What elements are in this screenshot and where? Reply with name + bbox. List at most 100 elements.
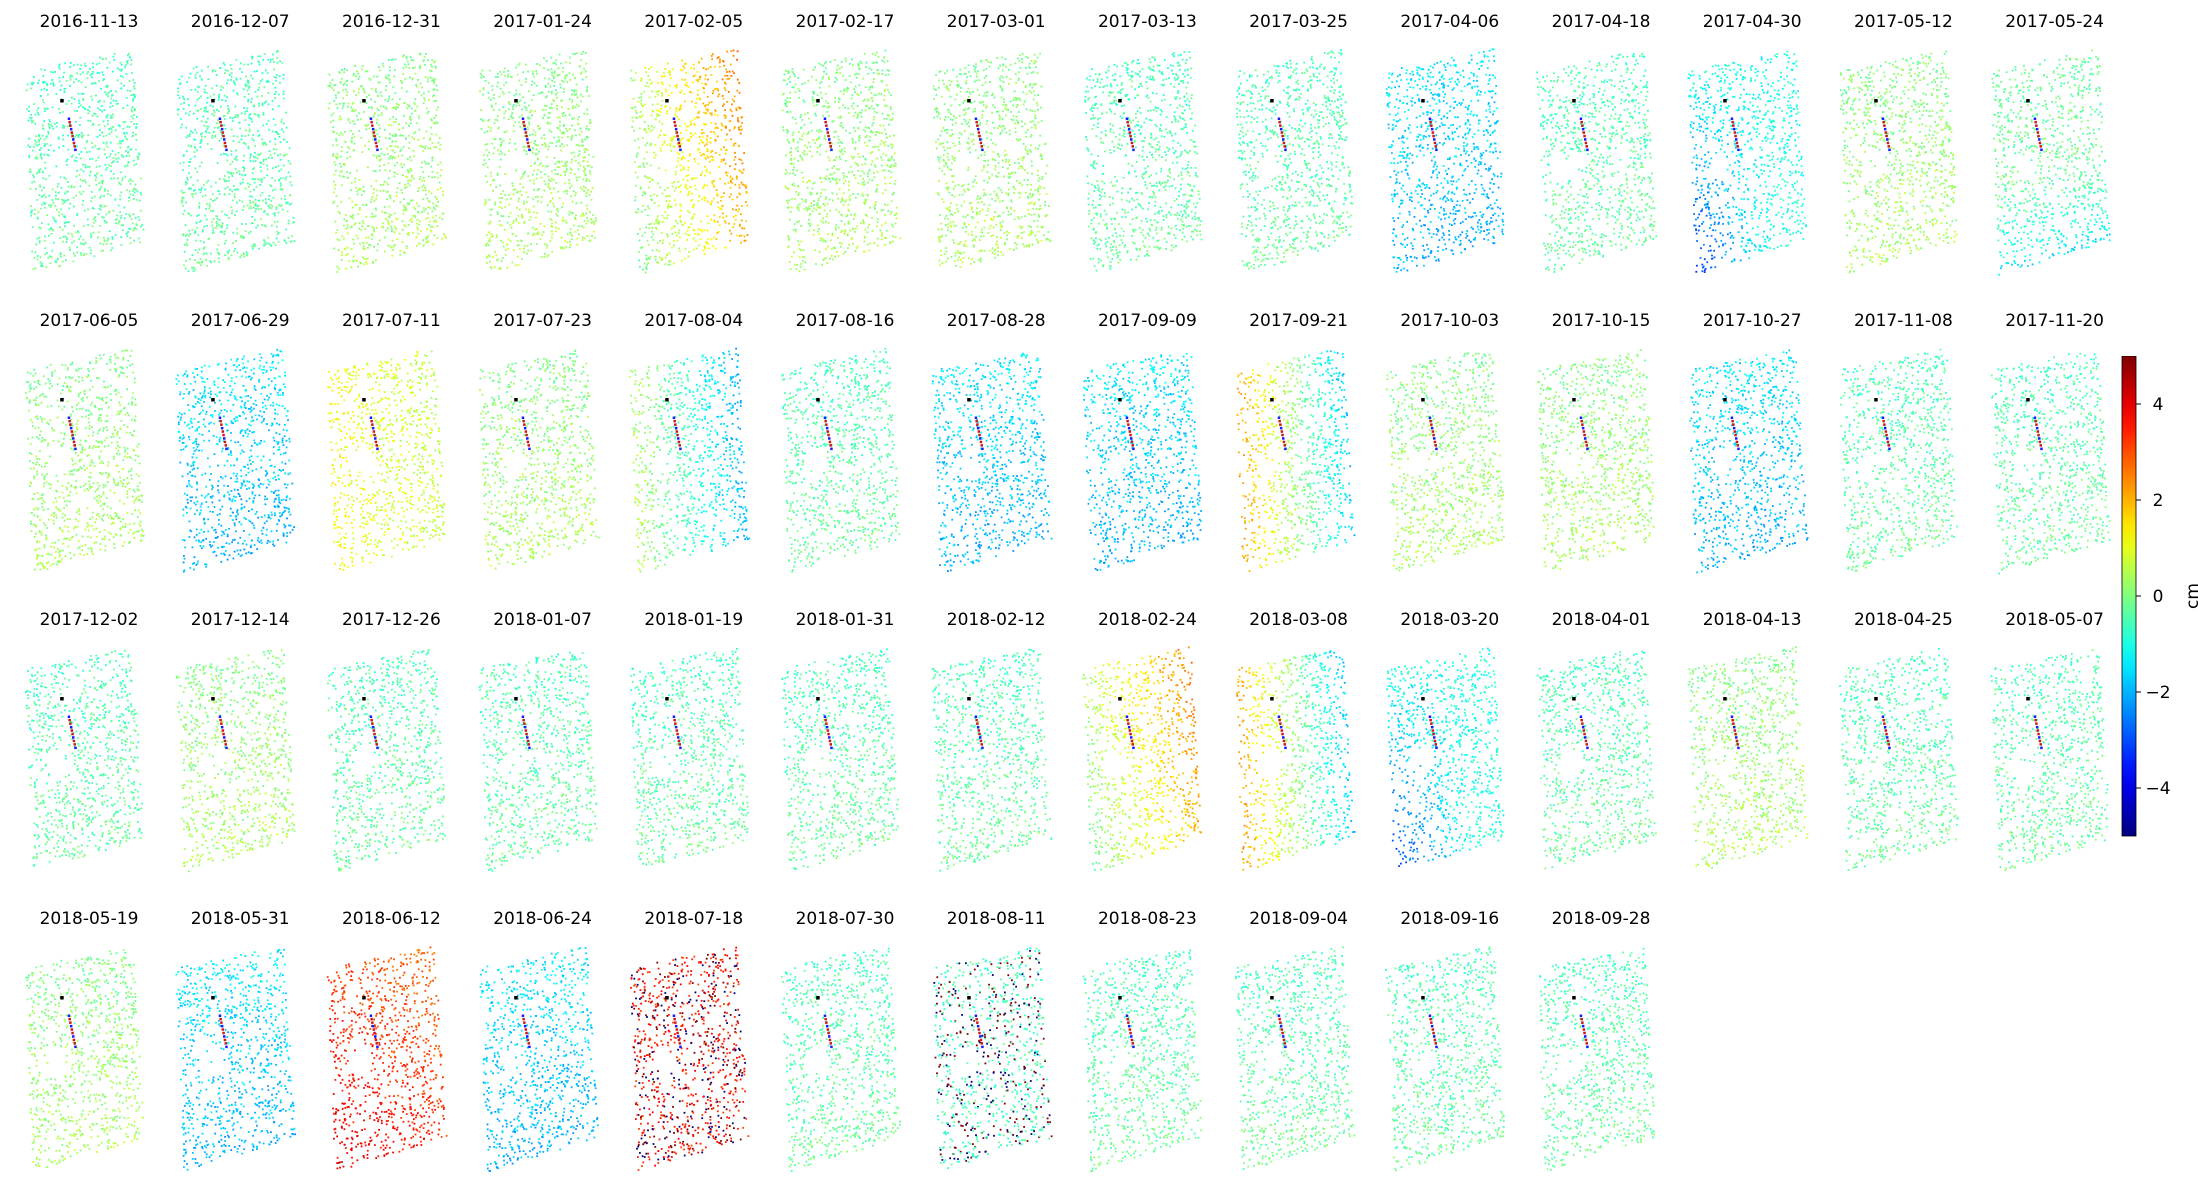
map-point — [678, 232, 680, 234]
map-point — [59, 112, 61, 114]
map-point — [68, 233, 70, 235]
map-point — [397, 173, 399, 175]
map-point — [371, 88, 373, 90]
map-point — [283, 91, 285, 93]
map-point — [353, 75, 355, 77]
map-point — [365, 228, 367, 230]
map-point — [635, 156, 637, 158]
map-point — [736, 196, 738, 198]
map-point — [498, 197, 500, 199]
map-point — [411, 176, 413, 178]
map-point — [702, 132, 704, 134]
map-point — [104, 190, 106, 192]
map-point — [122, 128, 124, 130]
map-point — [119, 195, 121, 197]
map-point — [396, 106, 398, 108]
map-point — [648, 128, 650, 130]
map-point — [66, 164, 68, 166]
map-point — [706, 215, 708, 217]
map-point — [408, 183, 410, 185]
map-point — [549, 201, 551, 203]
map-point — [500, 240, 502, 242]
map-point — [583, 186, 585, 188]
map-point — [195, 168, 197, 170]
map-point — [76, 110, 78, 112]
map-point — [101, 216, 103, 218]
panel-date-title: 2017-01-24 — [468, 12, 618, 32]
map-point — [223, 145, 225, 147]
map-point — [895, 236, 897, 238]
map-point — [872, 100, 874, 102]
map-point — [804, 154, 806, 156]
map-point — [840, 246, 842, 248]
map-point — [368, 141, 370, 143]
map-point — [37, 82, 39, 84]
map-point — [420, 230, 422, 232]
map-point — [872, 53, 874, 55]
map-point — [496, 211, 498, 213]
map-point — [221, 211, 223, 213]
map-point — [362, 204, 364, 206]
map-point — [715, 238, 717, 240]
map-point — [559, 129, 561, 131]
map-point — [561, 143, 563, 145]
map-point — [439, 217, 441, 219]
map-point — [220, 89, 222, 91]
map-point — [849, 75, 851, 77]
map-point — [66, 80, 68, 82]
map-point — [257, 96, 259, 98]
map-point — [547, 149, 549, 151]
map-point — [337, 153, 339, 155]
map-point — [231, 212, 233, 214]
map-point — [557, 136, 559, 138]
map-point — [112, 238, 114, 240]
map-point — [362, 151, 364, 153]
map-point — [182, 192, 184, 194]
map-point — [580, 225, 582, 227]
map-point — [358, 92, 360, 94]
map-point — [578, 225, 580, 227]
map-point — [38, 141, 40, 143]
map-point — [586, 217, 588, 219]
map-point — [804, 256, 806, 258]
map-point — [278, 165, 280, 167]
map-point — [631, 126, 633, 128]
map-point — [262, 144, 264, 146]
map-point — [85, 167, 87, 169]
map-point — [853, 218, 855, 220]
map-point — [575, 93, 577, 95]
map-point — [848, 181, 850, 183]
map-point — [417, 203, 419, 205]
map-point — [564, 163, 566, 165]
map-point — [95, 220, 97, 222]
map-point — [87, 219, 89, 221]
map-point — [351, 226, 353, 228]
map-point — [366, 237, 368, 239]
map-point — [678, 119, 680, 121]
map-point — [44, 247, 46, 249]
map-point — [411, 170, 413, 172]
map-point — [214, 260, 216, 262]
map-point — [881, 132, 883, 134]
map-point — [642, 137, 644, 139]
map-point — [288, 223, 290, 225]
map-point — [390, 195, 392, 197]
map-point — [690, 223, 692, 225]
map-point — [338, 268, 340, 270]
map-point — [229, 193, 231, 195]
map-point — [846, 176, 848, 178]
map-point — [585, 213, 587, 215]
map-point — [50, 262, 52, 264]
map-point — [790, 147, 792, 149]
map-point — [534, 196, 536, 198]
map-point — [333, 181, 335, 183]
map-point — [237, 94, 239, 96]
map-point — [409, 106, 411, 108]
map-point — [222, 222, 224, 224]
map-point — [359, 130, 361, 132]
map-point — [394, 176, 396, 178]
map-point — [521, 176, 523, 178]
map-point — [644, 209, 646, 211]
map-point — [209, 205, 211, 207]
map-point — [188, 104, 190, 106]
